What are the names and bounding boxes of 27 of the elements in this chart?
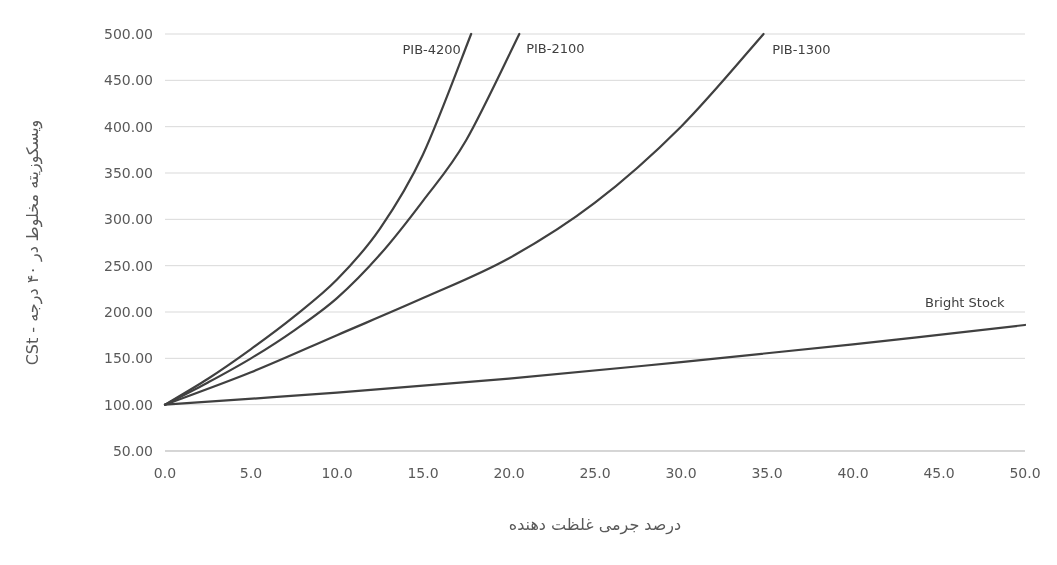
y-tick-label: 50.00 — [112, 443, 153, 459]
series-label: Bright Stock — [925, 295, 1006, 311]
x-tick-label: 10.0 — [321, 465, 353, 481]
y-tick-label: 400.00 — [104, 118, 153, 135]
x-tick-label: 50.0 — [1009, 465, 1041, 481]
x-tick-label: 5.0 — [239, 465, 263, 481]
x-tick-label: 15.0 — [407, 465, 439, 481]
x-tick-label: 25.0 — [579, 465, 611, 481]
series-label: PIB-4200 — [402, 42, 461, 58]
y-tick-label: 250.00 — [104, 257, 153, 274]
y-tick-label: 200.00 — [104, 304, 153, 320]
y-tick-label: 450.00 — [104, 72, 153, 89]
y-tick-label: 100.00 — [104, 396, 153, 413]
series-label: PIB-1300 — [772, 42, 831, 58]
series-label: PIB-2100 — [526, 40, 585, 56]
y-tick-label: 300.00 — [104, 211, 153, 228]
x-tick-label: 45.0 — [923, 465, 955, 481]
x-tick-label: 30.0 — [665, 465, 697, 481]
x-tick-label: 35.0 — [751, 465, 783, 481]
y-axis-title: ویسکوزیته مخلوط در ۴۰ درجه - CSt — [23, 119, 43, 366]
x-axis-title: درصد جرمی غلظت دهنده — [508, 515, 682, 535]
y-tick-label: 500.00 — [104, 26, 153, 42]
x-tick-label: 40.0 — [837, 465, 869, 481]
x-tick-label: 20.0 — [493, 465, 525, 481]
x-tick-label: 0.0 — [153, 465, 177, 481]
y-tick-label: 150.00 — [104, 350, 153, 367]
y-tick-label: 350.00 — [104, 165, 153, 181]
